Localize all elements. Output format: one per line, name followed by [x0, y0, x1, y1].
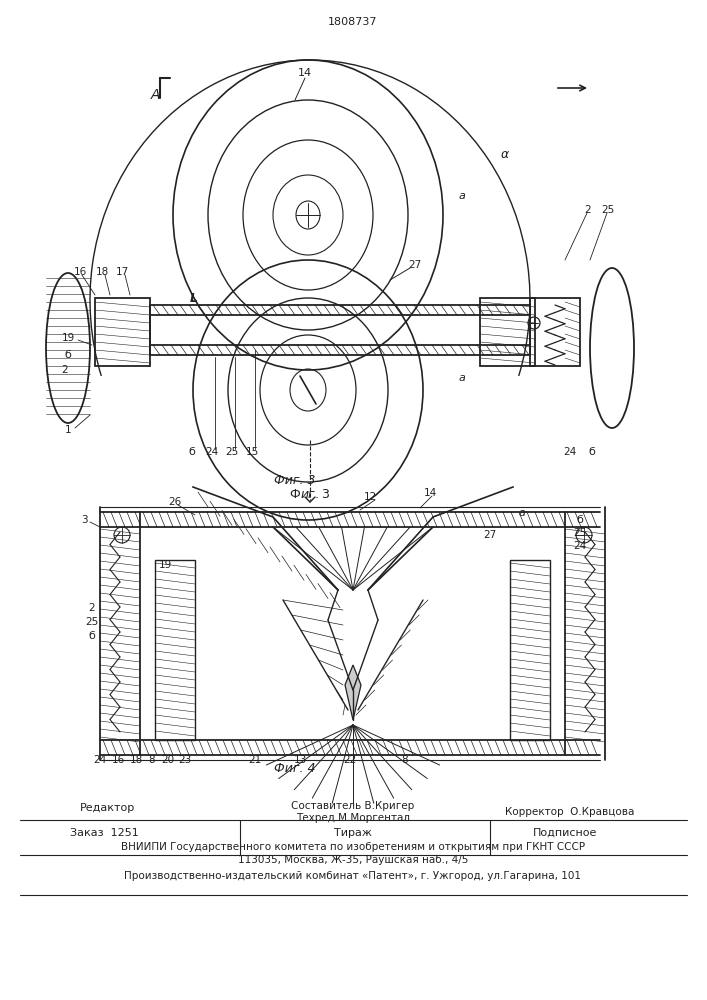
Text: Тираж: Тираж: [334, 828, 372, 838]
Text: 24: 24: [205, 447, 218, 457]
Text: a: a: [518, 508, 525, 518]
Text: 18: 18: [95, 267, 109, 277]
Text: A: A: [151, 88, 160, 102]
Text: 3: 3: [321, 488, 329, 502]
Text: 14: 14: [298, 68, 312, 78]
Text: Ф: Ф: [290, 488, 300, 502]
Text: 1: 1: [64, 425, 71, 435]
Text: б: б: [88, 631, 95, 641]
Text: Фиг. 3: Фиг. 3: [274, 474, 316, 487]
Text: Фиг. 4: Фиг. 4: [274, 762, 316, 774]
Text: 18: 18: [129, 755, 143, 765]
Text: 25: 25: [573, 528, 587, 538]
Bar: [155, 560, 195, 740]
Text: и: и: [301, 488, 309, 502]
Text: 2: 2: [585, 205, 591, 215]
Text: 13: 13: [293, 755, 307, 765]
Text: 12: 12: [363, 492, 377, 502]
Text: 8: 8: [402, 755, 409, 765]
Text: a: a: [459, 373, 465, 383]
Text: 2: 2: [88, 603, 95, 613]
Text: 8: 8: [148, 755, 156, 765]
Text: 20: 20: [161, 755, 175, 765]
Text: 22: 22: [344, 755, 356, 765]
Text: б: б: [588, 447, 595, 457]
Text: 24: 24: [563, 447, 577, 457]
Text: 113035, Москва, Ж-35, Раушская наб., 4/5: 113035, Москва, Ж-35, Раушская наб., 4/5: [238, 855, 468, 865]
Text: 17: 17: [115, 267, 129, 277]
Text: г: г: [308, 488, 315, 502]
Bar: [480, 298, 535, 366]
Text: 25: 25: [86, 617, 98, 627]
Text: 3: 3: [81, 515, 87, 525]
Text: Производственно-издательский комбинат «Патент», г. Ужгород, ул.Гагарина, 101: Производственно-издательский комбинат «П…: [124, 871, 581, 881]
Text: 25: 25: [602, 205, 614, 215]
Text: б: б: [189, 447, 195, 457]
Text: L: L: [190, 292, 198, 304]
Text: ВНИИПИ Государственного комитета по изобретениям и открытиям при ГКНТ СССР: ВНИИПИ Государственного комитета по изоб…: [121, 842, 585, 852]
Text: Составитель В.Кригер: Составитель В.Кригер: [291, 801, 414, 811]
Bar: [95, 298, 150, 366]
Text: 24: 24: [573, 541, 587, 551]
Text: 19: 19: [158, 560, 172, 570]
Text: 2: 2: [62, 365, 69, 375]
Text: 23: 23: [178, 755, 192, 765]
Text: 1808737: 1808737: [328, 17, 378, 27]
Text: 26: 26: [168, 497, 182, 507]
Text: α: α: [501, 148, 509, 161]
Text: .: .: [315, 488, 319, 502]
Text: 24: 24: [93, 755, 107, 765]
Text: 27: 27: [484, 530, 496, 540]
Text: 16: 16: [112, 755, 124, 765]
Text: 21: 21: [248, 755, 262, 765]
Polygon shape: [345, 665, 361, 720]
Text: б: б: [64, 350, 71, 360]
Text: Корректор  О.Кравцова: Корректор О.Кравцова: [506, 807, 635, 817]
Text: Редактор: Редактор: [80, 803, 135, 813]
Text: Техред М.Моргентал: Техред М.Моргентал: [296, 813, 410, 823]
Text: 16: 16: [74, 267, 87, 277]
Text: Заказ  1251: Заказ 1251: [70, 828, 139, 838]
Text: Подписное: Подписное: [533, 828, 597, 838]
Text: 14: 14: [423, 488, 437, 498]
Text: 27: 27: [409, 260, 421, 270]
Text: a: a: [459, 191, 465, 201]
Text: 19: 19: [62, 333, 75, 343]
Text: 25: 25: [226, 447, 239, 457]
Text: б: б: [577, 515, 583, 525]
Text: 15: 15: [245, 447, 259, 457]
Bar: [510, 560, 550, 740]
Bar: [530, 298, 580, 366]
